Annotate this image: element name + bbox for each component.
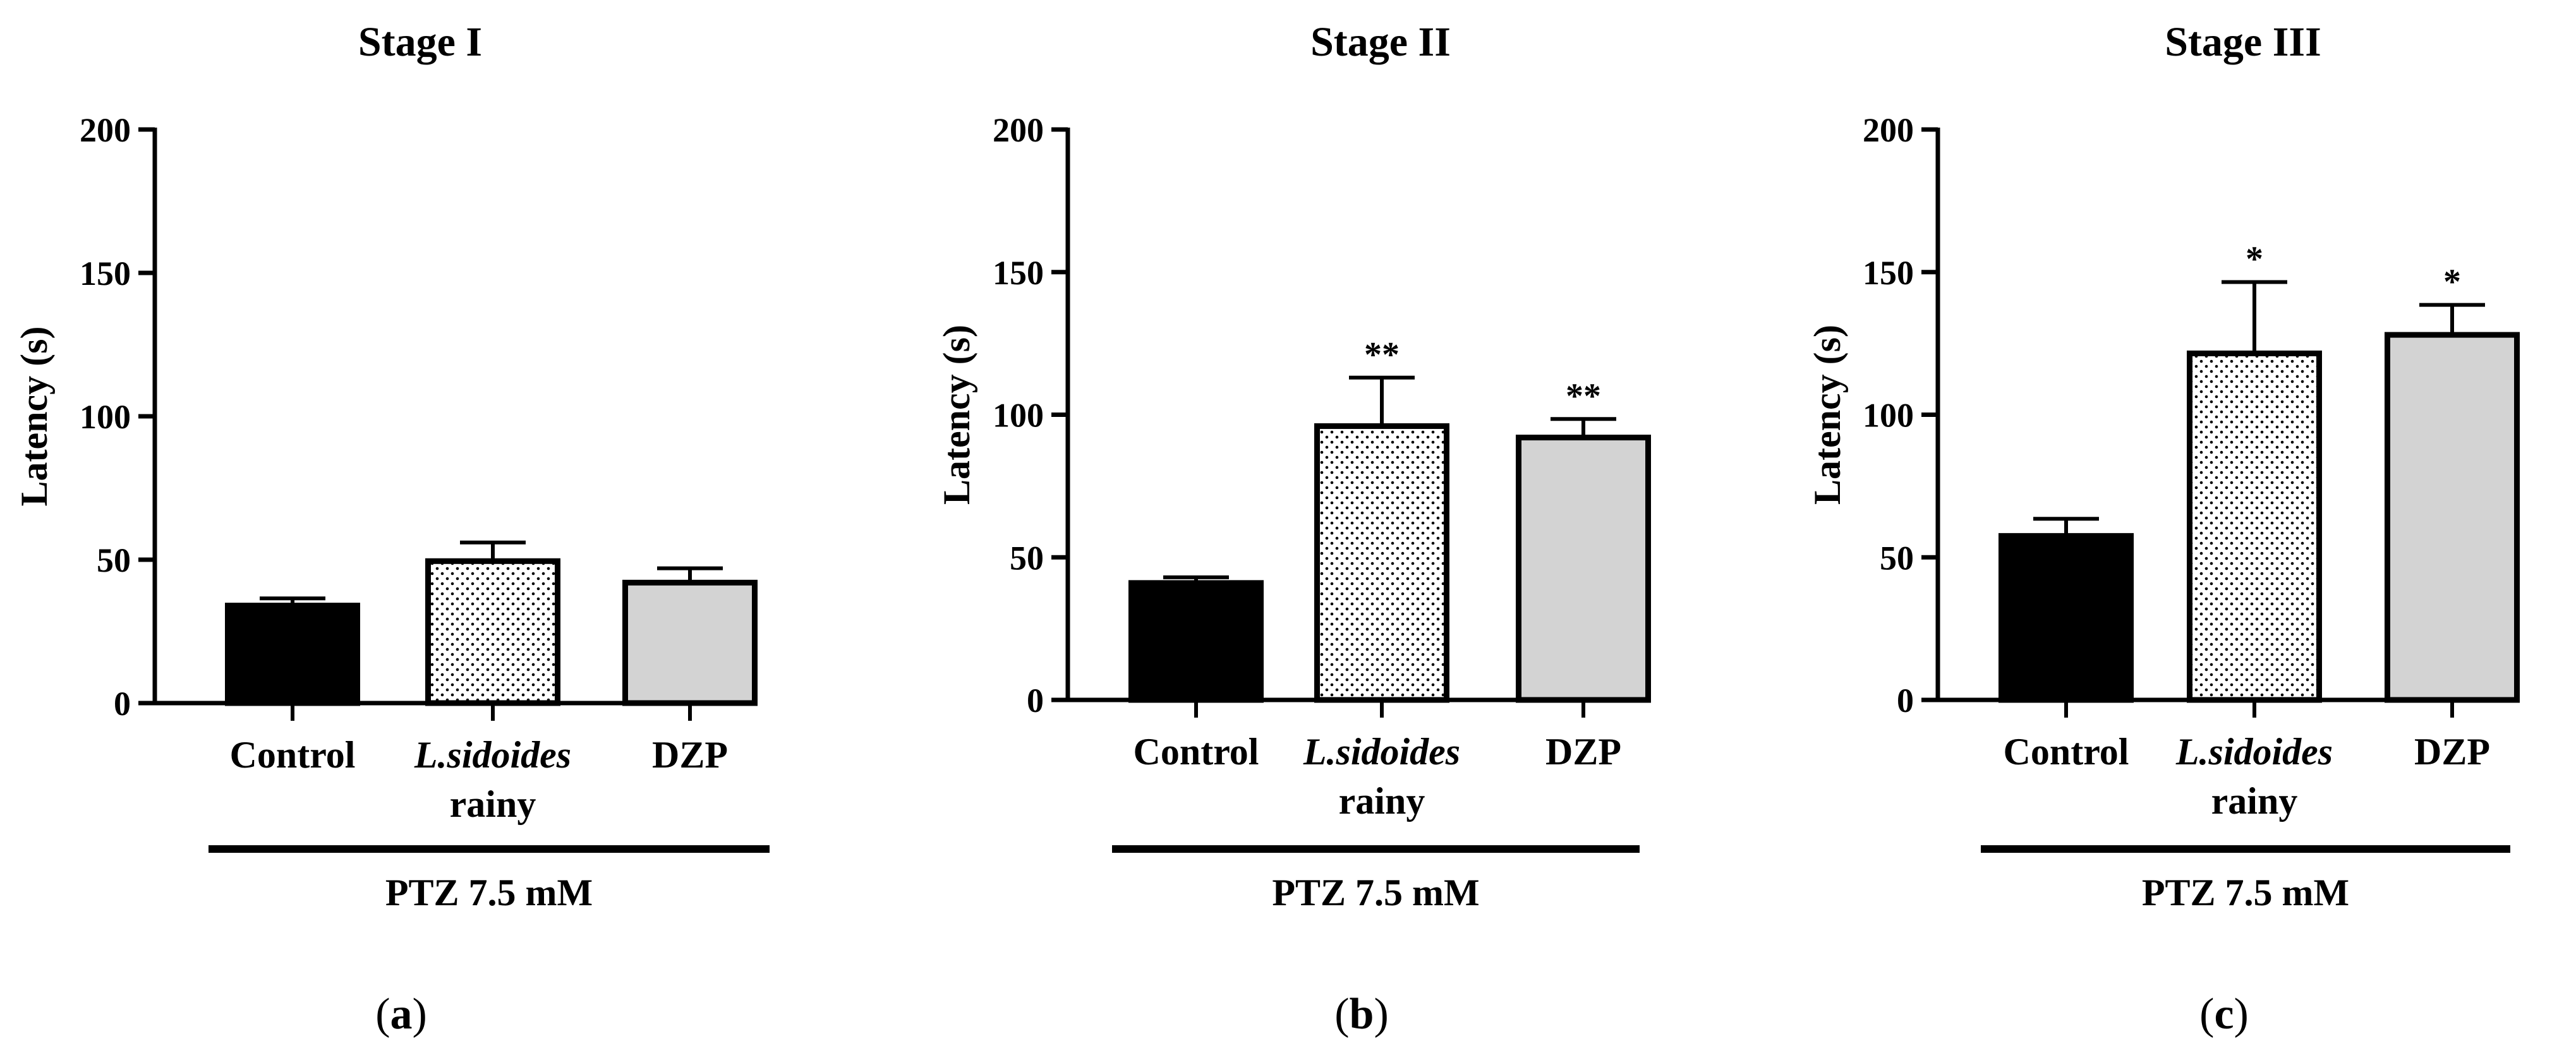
- panel-label-paren: ): [1374, 990, 1388, 1039]
- y-axis-label: Latency (s): [13, 327, 55, 507]
- x-category-label: rainy: [450, 783, 536, 825]
- y-tick-label: 150: [80, 255, 131, 292]
- x-category-label: L.sidoides: [414, 734, 571, 776]
- panel-label: (b): [1334, 990, 1389, 1039]
- x-category-label: Control: [230, 734, 356, 776]
- panel-label-paren: ): [2234, 990, 2249, 1039]
- x-category-label: L.sidoides: [2175, 731, 2333, 773]
- panel-label-paren: (: [1334, 990, 1349, 1039]
- y-axis-label: Latency (s): [1806, 325, 1848, 505]
- panel-label: (a): [375, 990, 427, 1039]
- panel-label-letter: c: [2214, 990, 2234, 1039]
- group-label: PTZ 7.5 mM: [385, 872, 593, 913]
- chart-title: Stage I: [358, 19, 482, 65]
- bar-dzp: [2385, 332, 2520, 703]
- x-category-label: DZP: [2414, 731, 2490, 773]
- bar-lsidoides-rainy: [1314, 423, 1449, 703]
- chart-title: Stage III: [2165, 19, 2321, 65]
- panel-label-paren: ): [413, 990, 427, 1039]
- y-tick-label: 0: [114, 685, 131, 723]
- panel-label-paren: (: [375, 990, 390, 1039]
- panel-label-paren: (: [2199, 990, 2214, 1039]
- panel-label: (c): [2199, 990, 2249, 1039]
- y-tick-label: 100: [1863, 397, 1914, 435]
- panel-label-letter: b: [1350, 990, 1374, 1039]
- chart-panel-a: Stage I 0 50 100 150 200 Latency (s) Control L.s…: [13, 19, 770, 1039]
- significance-marker: **: [1364, 335, 1400, 375]
- y-tick-label: 50: [1880, 539, 1914, 577]
- significance-marker: *: [2246, 240, 2263, 279]
- group-label: PTZ 7.5 mM: [2142, 872, 2349, 913]
- group-label: PTZ 7.5 mM: [1272, 872, 1479, 913]
- y-axis-label: Latency (s): [936, 325, 977, 505]
- bar-lsidoides-rainy: [425, 558, 560, 706]
- y-tick-label: 150: [1863, 254, 1914, 292]
- y-tick-label: 200: [993, 111, 1044, 149]
- x-category-label: rainy: [1339, 780, 1425, 822]
- y-tick-label: 150: [993, 254, 1044, 292]
- x-category-label: DZP: [652, 734, 728, 776]
- panel-label-letter: a: [390, 990, 413, 1039]
- bar-control: [1999, 533, 2134, 703]
- y-tick-label: 100: [993, 397, 1044, 435]
- bar-lsidoides-rainy: [2187, 350, 2322, 703]
- y-tick-label: 200: [80, 111, 131, 149]
- x-category-label: Control: [2004, 731, 2129, 773]
- bar-dzp: [622, 579, 758, 706]
- x-category-label: DZP: [1545, 731, 1621, 773]
- y-tick-label: 0: [1897, 682, 1914, 720]
- chart-panel-c: Stage III 0 50 100 150 200 Latency (s) Control *…: [1806, 19, 2520, 1039]
- x-category-label: L.sidoides: [1303, 731, 1460, 773]
- x-category-label: Control: [1134, 731, 1259, 773]
- chart-title: Stage II: [1310, 19, 1451, 65]
- y-tick-label: 100: [80, 398, 131, 436]
- significance-marker: **: [1566, 376, 1601, 416]
- significance-marker: *: [2443, 263, 2461, 302]
- panels: Stage I 0 50 100 150 200 Latency (s) Control L.s…: [13, 19, 2520, 1039]
- y-tick-label: 200: [1863, 111, 1914, 149]
- chart-panel-b: Stage II 0 50 100 150 200 Latency (s) Control **…: [936, 19, 1651, 1039]
- y-tick-label: 50: [97, 541, 131, 579]
- bar-dzp: [1516, 435, 1651, 703]
- y-tick-label: 50: [1010, 539, 1044, 577]
- bar-control: [1128, 580, 1264, 703]
- y-tick-label: 0: [1027, 682, 1044, 720]
- bar-control: [225, 603, 360, 706]
- x-category-label: rainy: [2211, 780, 2298, 822]
